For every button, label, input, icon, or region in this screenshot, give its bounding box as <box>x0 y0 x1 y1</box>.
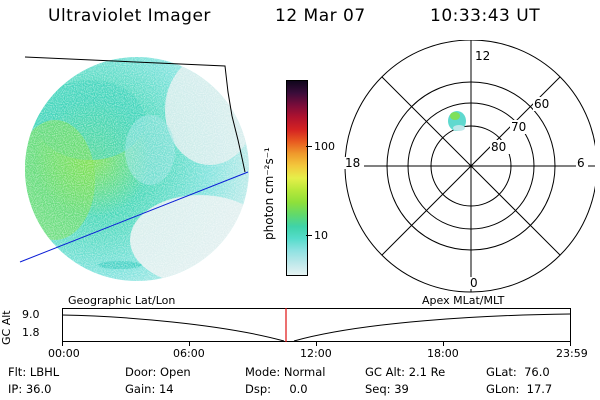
imager-title: Ultraviolet Imager <box>48 6 211 26</box>
polar-emission-edge <box>453 125 465 131</box>
polar-diagonal-2 <box>381 76 561 256</box>
time-tick-4 <box>570 342 571 346</box>
colorbar-tick-100 <box>306 146 312 147</box>
info-ip: IP: 36.0 <box>8 382 52 396</box>
colorbar <box>286 80 308 276</box>
coastline <box>24 56 246 173</box>
info-flt: Flt: LBHL <box>8 365 60 379</box>
disk-emission <box>25 57 249 281</box>
info-glat: GLat: 76.0 <box>486 365 550 379</box>
info-glon: GLon: 17.7 <box>486 382 553 396</box>
info-door: Door: Open <box>125 365 191 379</box>
uv-earth-image[interactable] <box>0 40 260 300</box>
time-label-0600: 06:00 <box>173 347 205 360</box>
timeline-ytick-low: 1.8 <box>22 326 40 339</box>
polar-lat-label-70: 70 <box>511 120 526 134</box>
info-gain: Gain: 14 <box>125 382 174 396</box>
time-tick-2 <box>316 342 317 346</box>
image-time: 10:33:43 UT <box>430 6 541 26</box>
polar-emission-core <box>450 112 460 120</box>
polar-mlt-plot[interactable]: 12 0 18 6 60 70 80 <box>335 40 595 300</box>
polar-label-left: 18 <box>345 156 360 170</box>
timeline-left-label: Geographic Lat/Lon <box>68 294 176 307</box>
timeline-axis-label: GC Alt <box>0 310 13 345</box>
timeline-right-label: Apex MLat/MLT <box>422 294 505 307</box>
polar-label-right: 6 <box>577 156 585 170</box>
polar-lat-label-60: 60 <box>534 97 549 111</box>
time-label-1800: 18:00 <box>427 347 459 360</box>
colorbar-label-100: 100 <box>314 140 335 153</box>
polar-label-bottom: 0 <box>470 276 478 290</box>
time-tick-3 <box>443 342 444 346</box>
colorbar-tick-10 <box>306 235 312 236</box>
colorbar-unit-label: photon cm⁻²s⁻¹ <box>262 147 276 240</box>
altitude-curve <box>62 313 571 342</box>
info-gc-alt: GC Alt: 2.1 Re <box>365 365 446 379</box>
colorbar-label-10: 10 <box>314 229 328 242</box>
time-label-0000: 00:00 <box>48 347 80 360</box>
timeline-frame <box>62 308 571 342</box>
terminator-line <box>19 171 249 263</box>
info-dsp: Dsp: 0.0 <box>245 382 308 396</box>
time-tick-1 <box>189 342 190 346</box>
timeline-ytick-high: 9.0 <box>22 308 40 321</box>
time-tick-0 <box>62 342 63 346</box>
polar-label-top: 12 <box>475 49 490 63</box>
image-date: 12 Mar 07 <box>275 6 366 26</box>
time-label-2359: 23:59 <box>556 347 588 360</box>
time-label-1200: 12:00 <box>300 347 332 360</box>
info-mode: Mode: Normal <box>245 365 326 379</box>
polar-lat-label-80: 80 <box>491 140 506 154</box>
timeline-plot[interactable] <box>62 308 572 342</box>
info-seq: Seq: 39 <box>365 382 409 396</box>
